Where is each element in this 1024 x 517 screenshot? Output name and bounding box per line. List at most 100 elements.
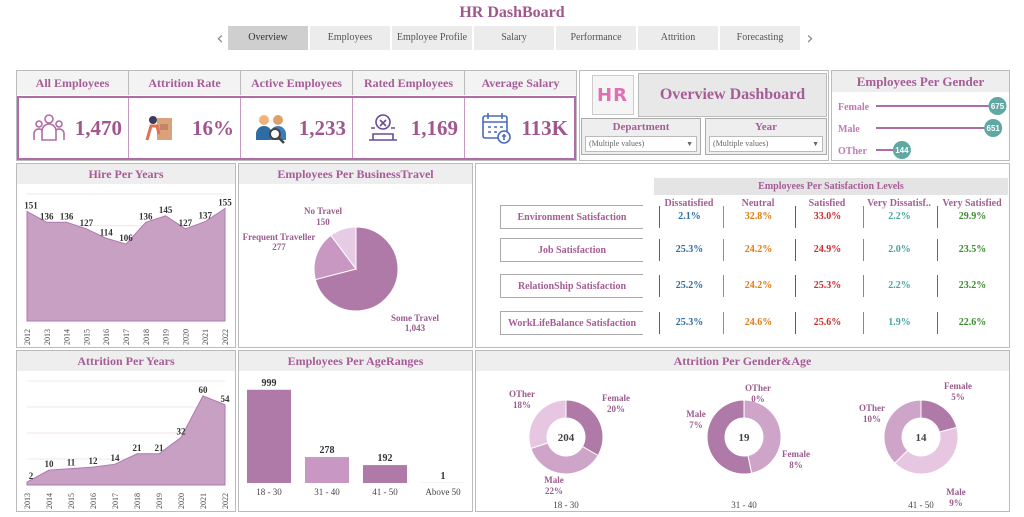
kpi-card-attrition-rate: 16% <box>129 98 241 158</box>
ga-pct-0-2: 18% <box>513 400 531 410</box>
travel-panel: Employees Per BusinessTravel No Travel 15… <box>238 163 473 348</box>
ga-label-2-0: Female <box>944 381 972 391</box>
kpi-card-active-employees: 1,233 <box>241 98 353 158</box>
chevron-left-icon[interactable]: ‹ <box>216 27 224 49</box>
department-select[interactable]: (Multiple values) ▼ <box>585 136 697 152</box>
kpi-values: 1,470 16% 1,233 1,169 113K <box>17 96 576 160</box>
gender-label-0: Female <box>838 102 870 113</box>
kpi-value-rated-employees: 1,169 <box>410 116 458 140</box>
hire-data-label-6: 136 <box>139 211 153 221</box>
gender-title: Employees Per Gender <box>832 71 1009 92</box>
age-bar-chart: 999 18 - 30 278 31 - 40 192 41 - 50 1 Above 50 <box>247 378 465 497</box>
ga-slice-2-0 <box>920 399 958 433</box>
caret-down-icon: ▼ <box>686 140 693 148</box>
attrition-data-label-4: 14 <box>111 453 121 463</box>
kpi-card-average-salary: 113K <box>465 98 574 158</box>
hire-data-label-5: 106 <box>119 233 133 243</box>
ga-cat-2: 41 - 50 <box>908 500 934 510</box>
travel-title: Employees Per BusinessTravel <box>239 164 472 184</box>
tab-forecasting[interactable]: Forecasting <box>720 26 800 50</box>
hr-logo: HR <box>592 75 634 115</box>
ga-total-1: 19 <box>739 432 751 444</box>
gender-value-0: 675 <box>991 102 1005 111</box>
age-panel: Employees Per AgeRanges 999 18 - 30 278 31 … <box>238 350 473 512</box>
age-tick-0: 18 - 30 <box>256 487 282 497</box>
age-value-2: 192 <box>378 453 393 464</box>
attrition-tick-2: 2015 <box>67 493 76 509</box>
attrition-panel: Attrition Per Years 2 2013 10 2014 11 2015 12 2… <box>16 350 236 512</box>
sat-cell-1-1: 24.2% <box>723 239 793 261</box>
ga-pct-1-2: 8% <box>789 460 803 470</box>
year-filter[interactable]: Year (Multiple values) ▼ <box>705 118 827 155</box>
attrition-tick-9: 2022 <box>221 493 230 509</box>
attrition-title: Attrition Per Years <box>17 351 235 371</box>
ga-label-1-0: OTher <box>745 383 771 393</box>
sat-col-1: Neutral <box>741 198 775 209</box>
tab-employee-profile[interactable]: Employee Profile <box>392 26 472 50</box>
ga-slice-2-1 <box>894 426 959 475</box>
ga-slice-1-2 <box>706 399 753 475</box>
sat-row-label-3: WorkLifeBalance Satisfaction <box>500 311 643 335</box>
sat-cell-0-4: 29.9% <box>937 206 1007 228</box>
nav-tabs: ‹ Overview Employees Employee Profile Sa… <box>212 26 818 50</box>
sat-cell-1-2: 24.9% <box>795 239 859 261</box>
tab-employees[interactable]: Employees <box>310 26 390 50</box>
kpi-label-all-employees: All Employees <box>17 71 129 95</box>
kpi-value-average-salary: 113K <box>521 116 568 140</box>
hire-area <box>26 207 226 322</box>
gender-label-2: OTher <box>838 146 867 157</box>
sat-cell-2-0: 25.2% <box>659 275 719 297</box>
ga-label-0-2: OTher <box>509 389 535 399</box>
travel-label-frequent: Frequent Traveller <box>243 232 316 242</box>
age-bar-2 <box>363 465 407 483</box>
tab-attrition[interactable]: Attrition <box>638 26 718 50</box>
hire-tick-0: 2012 <box>23 329 32 345</box>
attrition-tick-7: 2020 <box>177 493 186 509</box>
hire-data-label-4: 114 <box>100 227 114 237</box>
kpi-card-all-employees: 1,470 <box>19 98 129 158</box>
sat-cell-1-4: 23.5% <box>937 239 1007 261</box>
hire-data-label-7: 145 <box>159 205 173 215</box>
kpi-label-active-employees: Active Employees <box>241 71 353 95</box>
attrition-data-label-5: 21 <box>133 443 143 453</box>
chevron-right-icon[interactable]: › <box>806 27 814 49</box>
ga-slice-0-2 <box>528 399 567 450</box>
hire-tick-8: 2020 <box>181 329 190 345</box>
sat-cell-3-0: 25.3% <box>659 312 719 334</box>
year-select[interactable]: (Multiple values) ▼ <box>709 136 823 152</box>
travel-value-some: 1,043 <box>405 323 426 333</box>
sat-cell-0-2: 33.0% <box>795 206 859 228</box>
kpi-label-attrition-rate: Attrition Rate <box>129 71 241 95</box>
sat-cell-2-1: 24.2% <box>723 275 793 297</box>
sat-cell-2-4: 23.2% <box>937 275 1007 297</box>
department-filter[interactable]: Department (Multiple values) ▼ <box>581 118 701 155</box>
attrition-data-label-1: 10 <box>45 459 55 469</box>
kpi-label-average-salary: Average Salary <box>465 71 576 95</box>
department-select-value: (Multiple values) <box>589 139 645 148</box>
age-bar-1 <box>305 457 349 483</box>
attrition-tick-5: 2018 <box>133 493 142 509</box>
ga-slice-2-2 <box>883 399 922 464</box>
age-tick-2: 41 - 50 <box>372 487 398 497</box>
sat-col-2: Satisfied <box>808 198 846 209</box>
tab-salary[interactable]: Salary <box>474 26 554 50</box>
hire-title: Hire Per Years <box>17 164 235 184</box>
age-value-0: 999 <box>262 378 277 389</box>
attrition-data-label-2: 11 <box>67 458 76 468</box>
page-title: HR DashBoard <box>459 4 565 21</box>
tab-overview[interactable]: Overview <box>228 26 308 50</box>
gender-dot-1 <box>984 119 1003 137</box>
attrition-tick-4: 2017 <box>111 493 120 509</box>
hire-panel: Hire Per Years 151 2012 136 2013 136 2014 127 2… <box>16 163 236 348</box>
travel-slice-2 <box>330 226 357 271</box>
ga-label-0-0: Female <box>602 393 630 403</box>
gender-value-2: 144 <box>895 146 909 155</box>
ga-label-0-1: Male <box>544 475 564 485</box>
age-tick-1: 31 - 40 <box>314 487 340 497</box>
rated-person-icon <box>369 114 397 141</box>
tab-performance[interactable]: Performance <box>556 26 636 50</box>
sat-col-0: Dissatisfied <box>664 198 714 209</box>
kpi-value-attrition-rate: 16% <box>192 116 234 140</box>
overview-title: Overview Dashboard <box>638 73 827 117</box>
